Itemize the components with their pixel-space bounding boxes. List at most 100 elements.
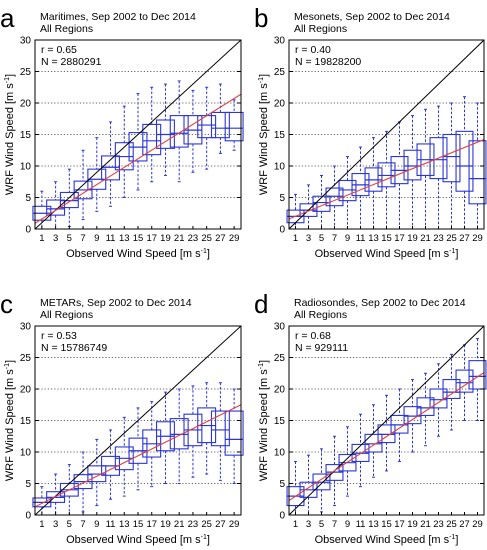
x-tick-label: 11 xyxy=(356,233,366,244)
x-tick-label: 25 xyxy=(446,519,457,530)
y-tick-label: 10 xyxy=(20,448,32,459)
box-29 xyxy=(224,388,244,484)
y-axis-label-unit: -1 xyxy=(4,363,11,369)
stat-label: N = 19828200 xyxy=(295,56,361,68)
x-tick-label: 1 xyxy=(39,233,44,244)
y-axis-label-close: ] xyxy=(4,74,16,77)
x-tick-label: 25 xyxy=(201,233,212,244)
y-tick-label: 15 xyxy=(274,130,286,141)
x-tick-label: 21 xyxy=(174,233,185,244)
stat-label: r = 0.68 xyxy=(295,330,331,342)
x-tick-label: 7 xyxy=(80,519,85,530)
box-27 xyxy=(210,382,230,481)
y-axis-label: WRF Wind Speed [m s-1] xyxy=(258,360,270,481)
box-21 xyxy=(416,372,435,447)
y-tick-label: 15 xyxy=(274,416,286,427)
y-axis-label-text: WRF Wind Speed [m s xyxy=(4,83,16,195)
x-tick-label: 1 xyxy=(293,519,298,530)
identity-line xyxy=(35,326,241,515)
box-13 xyxy=(364,137,383,230)
x-tick-label: 21 xyxy=(420,233,431,244)
regression-line xyxy=(289,139,484,220)
x-tick-label: 23 xyxy=(188,233,199,244)
x-tick-label: 15 xyxy=(381,519,392,530)
box-27 xyxy=(455,344,474,421)
x-tick-label: 27 xyxy=(215,519,226,530)
x-tick-label: 3 xyxy=(306,233,311,244)
box-iqr xyxy=(442,133,461,183)
x-tick-label: 15 xyxy=(133,233,144,244)
stat-label: N = 2880291 xyxy=(41,56,102,68)
stat-label: r = 0.65 xyxy=(41,44,77,56)
x-tick-label: 5 xyxy=(319,519,324,530)
x-axis-label-close: ] xyxy=(207,248,210,260)
x-tick-label: 19 xyxy=(407,519,418,530)
box-5 xyxy=(312,448,331,513)
box-5 xyxy=(312,174,331,230)
y-axis-label-unit: -1 xyxy=(4,77,11,83)
box-23 xyxy=(183,385,203,478)
x-tick-label: 17 xyxy=(394,519,405,530)
x-tick-label: 5 xyxy=(67,519,72,530)
x-tick-label: 21 xyxy=(174,519,185,530)
stat-label: r = 0.40 xyxy=(295,44,331,56)
y-tick-label: 30 xyxy=(274,36,286,47)
box-19 xyxy=(403,115,422,230)
identity-line xyxy=(289,40,484,229)
box-13 xyxy=(114,105,134,198)
box-13 xyxy=(114,416,134,497)
panel-subtitle: All Regions xyxy=(40,23,93,35)
x-tick-label: 9 xyxy=(345,233,350,244)
x-tick-label: 15 xyxy=(381,233,392,244)
panel-subtitle: All Regions xyxy=(294,23,347,35)
y-tick-label: 0 xyxy=(25,225,31,236)
y-tick-label: 20 xyxy=(274,99,286,110)
box-21 xyxy=(416,108,435,230)
box-21 xyxy=(169,388,189,484)
box-7 xyxy=(325,435,344,507)
x-tick-label: 23 xyxy=(433,519,444,530)
y-tick-label: 5 xyxy=(25,479,31,490)
stat-label: N = 15786749 xyxy=(41,342,107,354)
regression-line xyxy=(35,404,241,508)
x-axis-label: Observed Wind Speed [m s-1] xyxy=(66,534,210,546)
x-axis-label: Observed Wind Speed [m s-1] xyxy=(66,248,210,260)
box-iqr xyxy=(142,123,162,156)
x-tick-label: 29 xyxy=(229,519,240,530)
x-axis-label-close: ] xyxy=(455,534,458,546)
y-tick-label: 5 xyxy=(279,193,285,204)
x-tick-label: 19 xyxy=(160,233,171,244)
box-17 xyxy=(142,401,162,488)
box-29 xyxy=(224,99,244,151)
box-15 xyxy=(128,93,148,191)
box-iqr xyxy=(455,369,474,393)
x-tick-label: 5 xyxy=(67,233,72,244)
x-tick-label: 7 xyxy=(332,233,337,244)
x-axis-label-close: ] xyxy=(455,248,458,260)
box-iqr xyxy=(210,410,230,447)
box-27 xyxy=(210,83,230,154)
x-tick-label: 13 xyxy=(119,519,130,530)
y-tick-label: 25 xyxy=(274,353,286,364)
x-tick-label: 19 xyxy=(407,233,418,244)
x-tick-label: 25 xyxy=(446,233,457,244)
y-tick-label: 25 xyxy=(274,67,286,78)
box-25 xyxy=(197,382,217,475)
x-tick-label: 11 xyxy=(106,519,116,530)
x-tick-label: 19 xyxy=(160,519,171,530)
x-axis-label-unit: -1 xyxy=(201,248,207,255)
x-tick-label: 25 xyxy=(201,519,212,530)
x-axis-label-unit: -1 xyxy=(201,534,207,541)
x-tick-label: 15 xyxy=(133,519,144,530)
x-tick-label: 17 xyxy=(146,233,157,244)
x-tick-label: 3 xyxy=(53,233,58,244)
x-tick-label: 13 xyxy=(368,519,379,530)
panel-title: Maritimes, Sep 2002 to Dec 2014 xyxy=(40,11,196,23)
y-axis-label: WRF Wind Speed [m s-1] xyxy=(258,74,270,195)
box-15 xyxy=(377,394,396,472)
box-iqr xyxy=(224,111,244,142)
box-iqr xyxy=(224,410,244,456)
